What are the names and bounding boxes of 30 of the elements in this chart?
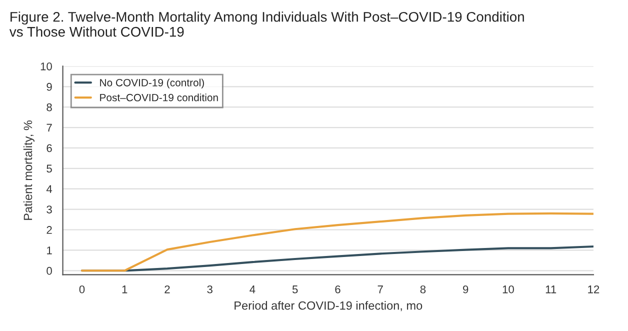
- x-tick-label: 6: [335, 285, 340, 294]
- x-tick-label: 9: [463, 285, 468, 294]
- y-tick-label: 8: [46, 103, 52, 112]
- x-tick-label: 1: [122, 286, 128, 294]
- line-series: [80, 212, 594, 272]
- y-tick-label: 1: [47, 246, 52, 254]
- y-tick-label: 0: [46, 266, 52, 275]
- chart-title: Figure 2. Twelve-Month Mortality Among Individuals With Post–COVID-19 Condition vs Those Without COVID-19: [9, 12, 524, 37]
- x-tick-label: 0: [79, 285, 85, 294]
- legend-label: No COVID-19 (control): [100, 78, 204, 88]
- legend-label: Post–COVID-19 condition: [100, 94, 218, 102]
- y-tick-label: 10: [40, 62, 52, 70]
- x-tick-label: 11: [546, 286, 556, 294]
- x-tick-label: 3: [207, 285, 212, 294]
- y-tick-label: 3: [46, 206, 52, 214]
- x-tick-label: 7: [378, 286, 383, 294]
- x-tick-label: 12: [588, 285, 600, 294]
- y-tick-label: 5: [46, 164, 52, 173]
- x-tick-label: 5: [292, 286, 298, 294]
- x-tick-label: 2: [164, 285, 170, 294]
- y-tick-label: 7: [46, 124, 52, 132]
- x-axis-title: Period after COVID-19 infection, mo: [234, 301, 422, 312]
- x-tick-label: 4: [250, 286, 256, 294]
- x-tick-label: 10: [502, 285, 514, 294]
- y-tick-label: 6: [46, 144, 52, 152]
- y-tick-label: 9: [46, 82, 52, 91]
- x-tick-label: 8: [420, 285, 426, 294]
- y-tick-label: 2: [46, 226, 52, 234]
- y-axis-title: Patient mortality, %: [23, 120, 34, 220]
- y-tick-label: 4: [46, 185, 52, 193]
